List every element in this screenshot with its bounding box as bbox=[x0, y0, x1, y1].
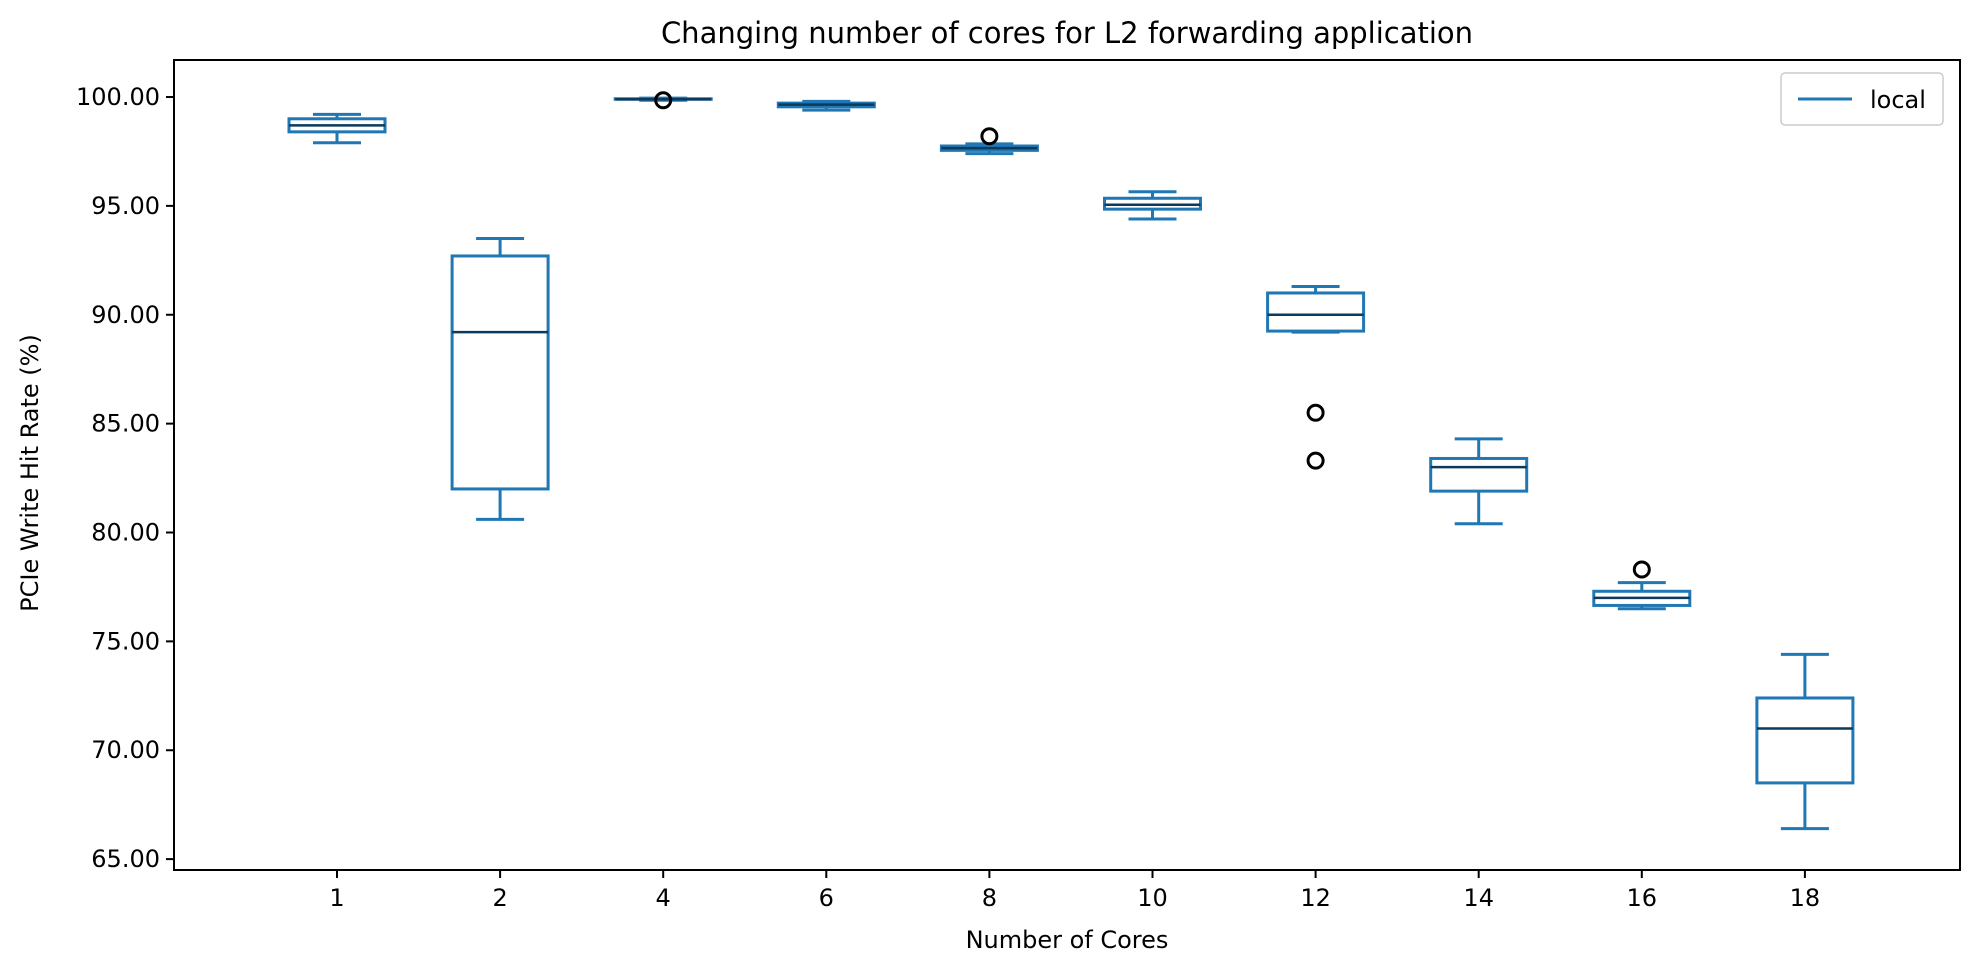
flier-12-0 bbox=[1306, 403, 1325, 422]
y-tick-label-90.00: 90.00 bbox=[91, 301, 160, 329]
x-tick-label-2: 2 bbox=[492, 884, 507, 912]
plot-area bbox=[287, 91, 1855, 831]
y-tick-label-70.00: 70.00 bbox=[91, 736, 160, 764]
x-tick-label-8: 8 bbox=[982, 884, 997, 912]
box-18 bbox=[1755, 696, 1855, 785]
box-group-6 bbox=[776, 99, 876, 112]
x-tick-label-18: 18 bbox=[1790, 884, 1821, 912]
box-group-4 bbox=[613, 91, 713, 110]
x-tick-label-1: 1 bbox=[329, 884, 344, 912]
legend-frame bbox=[1780, 72, 1944, 126]
x-tick-label-14: 14 bbox=[1463, 884, 1494, 912]
x-axis: 1 2 4 6 8 10 12 14 16 18 bbox=[329, 870, 1820, 912]
x-tick-label-4: 4 bbox=[656, 884, 671, 912]
y-tick-label-85.00: 85.00 bbox=[91, 410, 160, 438]
box-14 bbox=[1429, 456, 1529, 493]
flier-8-0 bbox=[980, 127, 999, 146]
box-group-14 bbox=[1429, 437, 1529, 526]
box-12 bbox=[1266, 291, 1366, 333]
chart-title: Changing number of cores for L2 forwardi… bbox=[661, 16, 1473, 50]
x-tick-label-12: 12 bbox=[1300, 884, 1331, 912]
y-tick-label-65.00: 65.00 bbox=[91, 845, 160, 873]
y-tick-label-100.00: 100.00 bbox=[76, 83, 160, 111]
box-group-18 bbox=[1755, 652, 1855, 831]
flier-16-0 bbox=[1632, 560, 1651, 579]
y-axis: 65.00 70.00 75.00 80.00 85.00 90.00 95.00 100.0… bbox=[76, 83, 174, 873]
box-group-16 bbox=[1592, 560, 1692, 611]
flier-4-0 bbox=[654, 91, 673, 110]
box-group-2 bbox=[450, 237, 550, 521]
legend-label-local: local bbox=[1870, 86, 1926, 114]
x-tick-label-10: 10 bbox=[1137, 884, 1168, 912]
box-group-12 bbox=[1266, 284, 1366, 470]
plot-frame bbox=[173, 59, 1961, 871]
y-tick-label-95.00: 95.00 bbox=[91, 192, 160, 220]
box-2 bbox=[450, 254, 550, 491]
box-group-10 bbox=[1103, 190, 1202, 221]
y-axis-title: PCIe Write Hit Rate (%) bbox=[16, 334, 44, 612]
flier-12-1 bbox=[1306, 451, 1325, 470]
x-tick-label-6: 6 bbox=[819, 884, 834, 912]
x-axis-title: Number of Cores bbox=[966, 926, 1169, 954]
box-group-8 bbox=[939, 127, 1039, 156]
x-tick-label-16: 16 bbox=[1627, 884, 1658, 912]
legend: local bbox=[1780, 72, 1944, 126]
box-group-1 bbox=[287, 112, 387, 145]
y-tick-label-80.00: 80.00 bbox=[91, 519, 160, 547]
y-tick-label-75.00: 75.00 bbox=[91, 627, 160, 655]
